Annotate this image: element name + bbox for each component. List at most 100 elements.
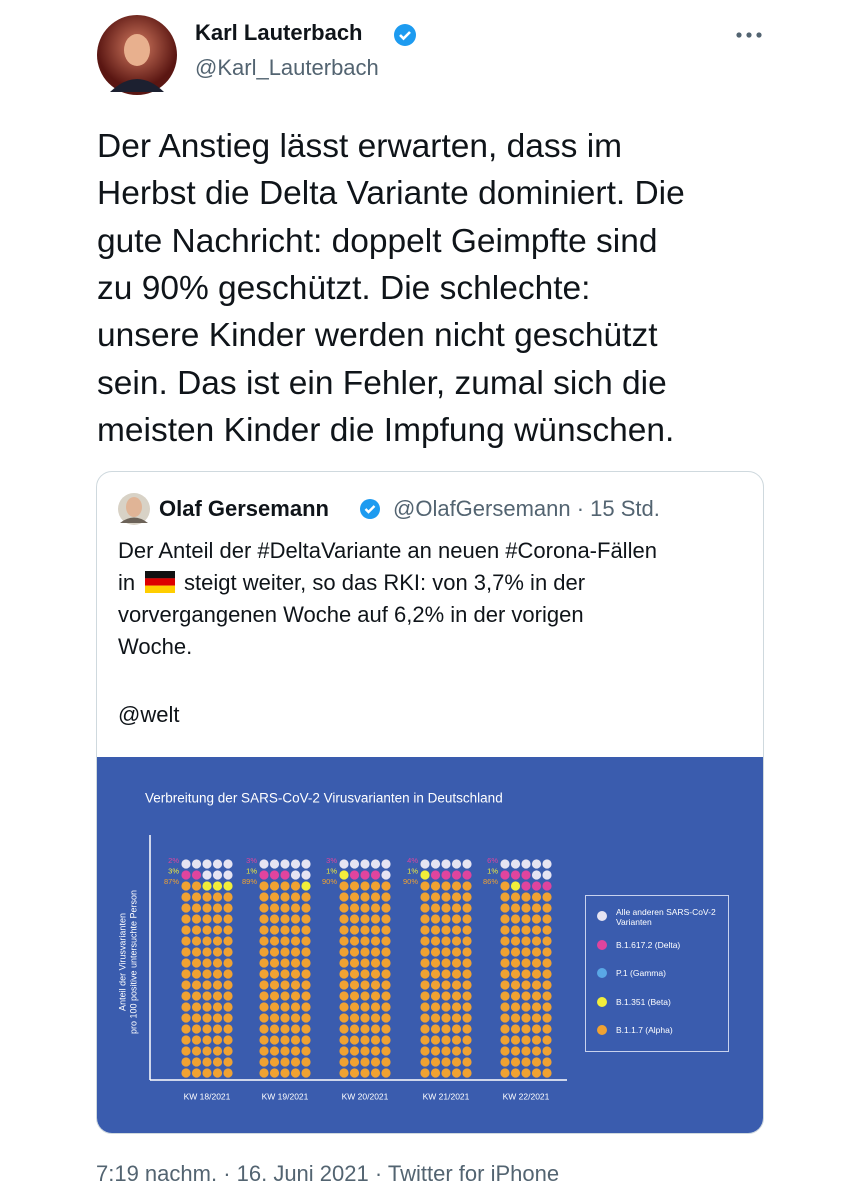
waffle-group-other: [500, 859, 552, 880]
more-menu[interactable]: [735, 28, 765, 42]
waffle-dot: [360, 1035, 370, 1045]
waffle-dot: [360, 1068, 370, 1078]
waffle-dot: [542, 1057, 552, 1067]
mention[interactable]: @welt: [118, 702, 180, 727]
waffle-dot: [420, 1068, 430, 1078]
waffle-dot: [191, 859, 202, 869]
waffle-dot: [531, 1068, 542, 1078]
quoted-tweet[interactable]: Olaf Gersemann @OlafGersemann · 15 Std. …: [96, 471, 764, 1134]
waffle-dot: [381, 991, 391, 1001]
waffle-dot: [181, 991, 191, 1001]
waffle-dot: [510, 1002, 521, 1012]
waffle-dot: [370, 870, 381, 880]
waffle-dot: [280, 903, 290, 913]
legend-swatch: [597, 1025, 607, 1035]
waffle-dot: [370, 859, 381, 869]
waffle-dot: [191, 1013, 202, 1023]
waffle-dot: [521, 980, 531, 990]
waffle-dot: [360, 892, 370, 902]
waffle-dot: [542, 1002, 552, 1012]
waffle-dot: [301, 1035, 311, 1045]
value-label: 1%: [246, 866, 257, 875]
waffle-dot: [360, 991, 370, 1001]
waffle-dot: [191, 1046, 202, 1056]
waffle-dot: [451, 980, 462, 990]
waffle-dot: [531, 947, 542, 957]
waffle-dot: [451, 870, 462, 880]
waffle-dot: [290, 914, 301, 924]
waffle-dot: [339, 1068, 349, 1078]
waffle-dot: [370, 1024, 381, 1034]
timestamp: 7:19 nachm. · 16. Juni 2021 · Twitter fo…: [96, 1161, 560, 1186]
waffle-dot: [451, 991, 462, 1001]
waffle-dot: [451, 1068, 462, 1078]
waffle-dot: [430, 1035, 441, 1045]
waffle-dot: [521, 1068, 531, 1078]
waffle-dot: [349, 980, 360, 990]
waffle-dot: [521, 925, 531, 935]
waffle-dot: [223, 1013, 233, 1023]
waffle-dot: [290, 1068, 301, 1078]
waffle-dot: [531, 958, 542, 968]
waffle-dot: [531, 991, 542, 1001]
waffle-dot: [381, 1057, 391, 1067]
waffle-dot: [370, 925, 381, 935]
waffle-dot: [191, 1002, 202, 1012]
waffle-dot: [223, 892, 233, 902]
value-label: 3%: [326, 856, 337, 865]
waffle-dot: [510, 903, 521, 913]
waffle-dot: [212, 980, 223, 990]
legend-label: Alle anderen SARS-CoV-2 Varianten: [616, 907, 716, 927]
waffle-dot: [500, 980, 510, 990]
waffle-dot: [430, 1002, 441, 1012]
waffle-dot: [521, 936, 531, 946]
waffle-dot: [441, 936, 451, 946]
quoted-text-line: steigt weiter, so das RKI: von 3,7% in d…: [184, 570, 586, 595]
waffle-dot: [521, 1035, 531, 1045]
waffle-dot: [420, 1024, 430, 1034]
waffle-dot: [542, 1024, 552, 1034]
waffle-dot: [290, 870, 301, 880]
waffle-dot: [441, 892, 451, 902]
waffle-dot: [420, 1002, 430, 1012]
avatar[interactable]: [96, 14, 178, 96]
waffle-dot: [441, 980, 451, 990]
waffle-dot: [301, 1013, 311, 1023]
waffle-dot: [301, 936, 311, 946]
waffle-dot: [451, 969, 462, 979]
y-axis-label: pro 100 positive untersuchte Person: [128, 890, 138, 1034]
waffle-dot: [301, 969, 311, 979]
waffle-dot: [301, 1046, 311, 1056]
waffle-dot: [381, 1024, 391, 1034]
waffle-dot: [370, 881, 381, 891]
waffle-dot: [420, 1013, 430, 1023]
waffle-dot: [280, 1046, 290, 1056]
legend-dot: [597, 939, 607, 950]
waffle-dot: [500, 1035, 510, 1045]
waffle-dot: [339, 947, 349, 957]
legend-label: B.1.1.7 (Alpha): [616, 1025, 673, 1035]
waffle-dot: [500, 936, 510, 946]
waffle-dot: [290, 1002, 301, 1012]
value-label: 2%: [168, 856, 179, 865]
waffle-dot: [510, 1024, 521, 1034]
waffle-dot: [212, 958, 223, 968]
waffle-dot: [510, 870, 521, 880]
author-name[interactable]: Karl Lauterbach: [195, 20, 363, 45]
value-label: 90%: [322, 877, 337, 886]
tweet-text-line: unsere Kinder werden nicht geschützt: [97, 317, 658, 355]
verified-badge: [394, 24, 416, 46]
waffle-dot: [181, 1013, 191, 1023]
waffle-dot: [349, 969, 360, 979]
waffle-dot: [510, 914, 521, 924]
author-handle[interactable]: @Karl_Lauterbach: [195, 55, 379, 80]
waffle-dot: [223, 925, 233, 935]
waffle-dot: [542, 1013, 552, 1023]
waffle-dot: [191, 947, 202, 957]
waffle-dot: [441, 1035, 451, 1045]
waffle-dot: [420, 925, 430, 935]
waffle-dot: [430, 980, 441, 990]
waffle-dot: [510, 1046, 521, 1056]
waffle-dot: [510, 925, 521, 935]
